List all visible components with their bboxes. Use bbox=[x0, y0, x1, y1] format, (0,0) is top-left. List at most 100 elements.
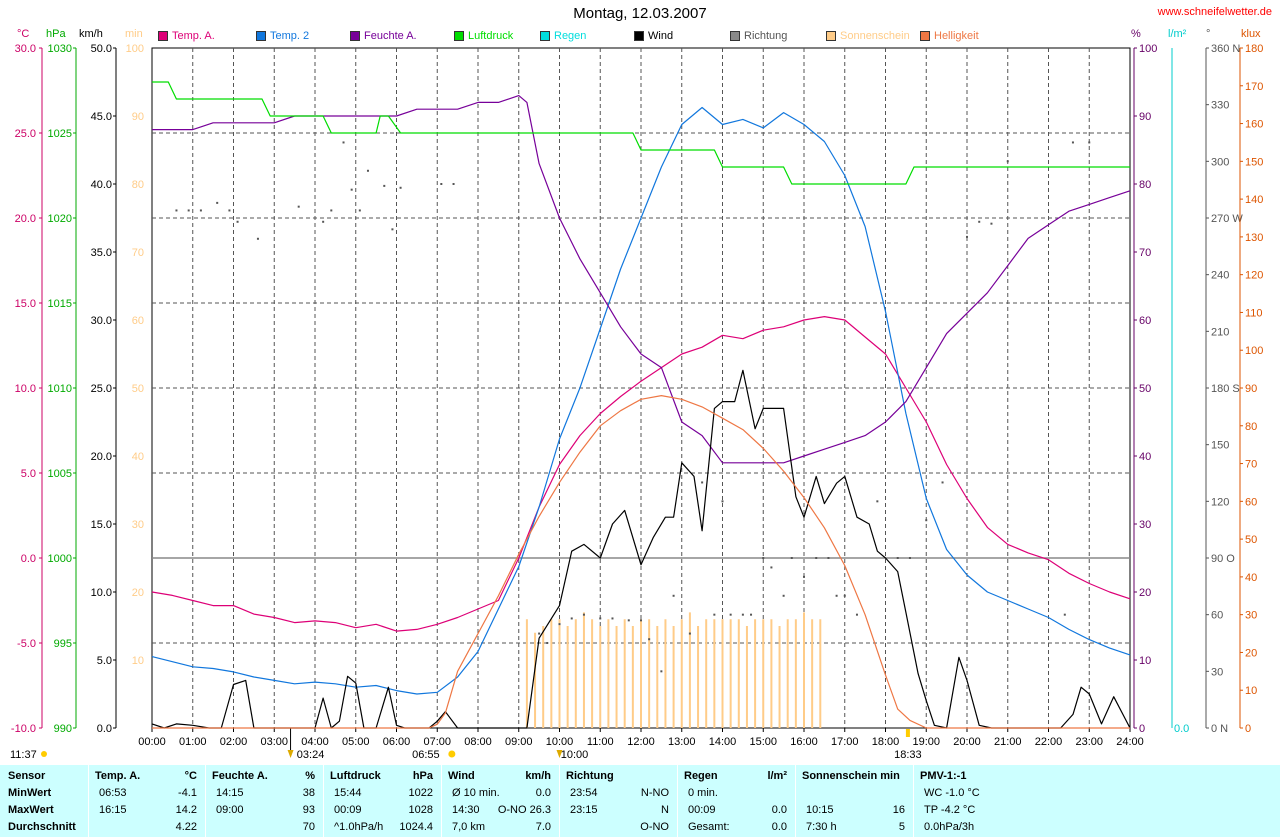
chart-legend: Temp. A. Temp. 2 Feuchte A. Luftdruck Regen W… bbox=[158, 30, 1148, 44]
light-axis-tick-label: 40 bbox=[1245, 572, 1257, 584]
footer-cell-value: 0.0 bbox=[771, 821, 787, 833]
x-tick-label: 05:00 bbox=[342, 736, 370, 748]
legend-item: Richtung bbox=[730, 30, 787, 42]
direction-point bbox=[741, 613, 744, 616]
footer-cell: Gesamt: bbox=[688, 821, 730, 833]
light-axis-tick-label: 110 bbox=[1245, 307, 1263, 319]
direction-axis-tick-label: 90 O bbox=[1211, 553, 1235, 565]
direction-point bbox=[216, 201, 219, 204]
direction-point bbox=[827, 557, 830, 559]
footer-cell-value: N-NO bbox=[640, 787, 669, 799]
direction-point bbox=[391, 228, 394, 231]
direction-point bbox=[770, 566, 773, 569]
moon-icon bbox=[556, 750, 563, 758]
footer-cell-value: O-NO bbox=[640, 821, 669, 833]
direction-point bbox=[672, 594, 675, 597]
humidity-axis-tick-label: 60 bbox=[1139, 315, 1151, 327]
pressure-axis-tick-label: 1020 bbox=[48, 213, 72, 225]
sun-axis-tick-label: 60 bbox=[132, 315, 144, 327]
footer-cell: 23:15 bbox=[570, 804, 598, 816]
wind-axis-tick-label: 25.0 bbox=[91, 383, 112, 395]
light-axis-tick-label: 140 bbox=[1245, 194, 1263, 206]
footer-header-unit: l/m² bbox=[767, 770, 787, 782]
direction-point bbox=[440, 183, 443, 185]
legend-item: Feuchte A. bbox=[350, 30, 417, 42]
footer-header: PMV-1:-1 bbox=[920, 770, 967, 782]
x-tick-label: 15:00 bbox=[749, 736, 777, 748]
sun-axis-tick-label: 20 bbox=[132, 587, 144, 599]
direction-point bbox=[750, 613, 753, 616]
footer-divider bbox=[559, 765, 560, 837]
footer-header: Sonnenschein min bbox=[802, 770, 900, 782]
wind-axis-tick-label: 15.0 bbox=[91, 519, 112, 531]
footer-divider bbox=[913, 765, 914, 837]
footer-cell: ^1.0hPa/h bbox=[334, 821, 384, 833]
footer-column: Sonnenschein min 10:15 16 7:30 h 5 bbox=[795, 765, 913, 837]
footer-header: Richtung bbox=[566, 770, 614, 782]
legend-item: Luftdruck bbox=[454, 30, 513, 42]
x-tick-label: 22:00 bbox=[1035, 736, 1063, 748]
footer-cell-value: 1022 bbox=[408, 787, 433, 799]
rain-unit-label: l/m² bbox=[1168, 28, 1187, 40]
direction-point bbox=[701, 481, 704, 484]
humidity-axis-tick-label: 90 bbox=[1139, 111, 1151, 123]
series-line-luftdruck bbox=[152, 81, 1130, 185]
x-tick-label: 19:00 bbox=[912, 736, 940, 748]
legend-swatch bbox=[540, 31, 550, 41]
light-axis-tick-label: 60 bbox=[1245, 496, 1257, 508]
humidity-unit-label: % bbox=[1131, 28, 1141, 40]
direction-axis-tick-label: 60 bbox=[1211, 610, 1223, 622]
legend-label: Temp. A. bbox=[172, 30, 215, 42]
legend-label: Helligkeit bbox=[934, 30, 979, 42]
light-axis-tick-label: 10 bbox=[1245, 685, 1257, 697]
temp-axis-tick-label: 15.0 bbox=[15, 298, 36, 310]
sun-axis-tick-label: 30 bbox=[132, 519, 144, 531]
sun-axis-tick-label: 70 bbox=[132, 247, 144, 259]
light-axis-tick-label: 150 bbox=[1245, 156, 1263, 168]
direction-axis-tick-label: 240 bbox=[1211, 270, 1229, 282]
direction-point bbox=[322, 220, 325, 223]
footer-column: Luftdruck hPa 15:44 1022 00:09 1028 ^1.0hPa/h 1… bbox=[323, 765, 441, 837]
humidity-axis-tick-label: 50 bbox=[1139, 383, 1151, 395]
footer-column: Temp. A. °C 06:53 -4.1 16:15 14.2 4.22 bbox=[88, 765, 205, 837]
direction-point bbox=[660, 670, 663, 673]
footer-column: Sensor MinWert MaxWert Durchschnitt bbox=[0, 765, 88, 837]
sun-axis-tick-label: 40 bbox=[132, 451, 144, 463]
x-tick-label: 23:00 bbox=[1075, 736, 1103, 748]
x-tick-label: 18:00 bbox=[872, 736, 900, 748]
statistics-footer: Sensor MinWert MaxWert Durchschnitt Temp. A.… bbox=[0, 765, 1280, 837]
footer-cell-value: 5 bbox=[898, 821, 905, 833]
direction-axis-tick-label: 360 N bbox=[1211, 43, 1240, 55]
footer-cell: 00:09 bbox=[334, 804, 362, 816]
chart-title: Montag, 12.03.2007 bbox=[573, 5, 707, 22]
humidity-axis-tick-label: 40 bbox=[1139, 451, 1151, 463]
direction-point bbox=[1088, 141, 1091, 144]
direction-point bbox=[803, 575, 805, 578]
footer-cell: 0.0hPa/3h bbox=[924, 821, 975, 833]
x-tick-label: 13:00 bbox=[668, 736, 696, 748]
pressure-axis-tick-label: 1010 bbox=[48, 383, 72, 395]
light-axis-tick-label: 180 bbox=[1245, 43, 1263, 55]
footer-cell-value: 0.0 bbox=[535, 787, 551, 799]
moon-time-label: 10:00 bbox=[561, 749, 589, 761]
humidity-axis-tick-label: 100 bbox=[1139, 43, 1157, 55]
footer-cell: MaxWert bbox=[8, 804, 54, 816]
wind-axis-tick-label: 5.0 bbox=[97, 655, 112, 667]
light-axis-tick-label: 90 bbox=[1245, 383, 1257, 395]
direction-point bbox=[908, 557, 911, 559]
footer-header-unit: hPa bbox=[412, 770, 433, 782]
wind-axis-tick-label: 30.0 bbox=[91, 315, 112, 327]
legend-item: Temp. A. bbox=[158, 30, 215, 42]
x-tick-label: 03:00 bbox=[260, 736, 288, 748]
pressure-axis-tick-label: 995 bbox=[54, 638, 72, 650]
legend-item: Wind bbox=[634, 30, 673, 42]
wind-axis-tick-label: 40.0 bbox=[91, 179, 112, 191]
legend-swatch bbox=[256, 31, 266, 41]
direction-point bbox=[582, 613, 585, 616]
light-axis-tick-label: 30 bbox=[1245, 610, 1257, 622]
temp-axis-tick-label: 25.0 bbox=[15, 128, 36, 140]
site-link[interactable]: www.schneifelwetter.de bbox=[1157, 6, 1272, 18]
pressure-axis-tick-label: 1025 bbox=[48, 128, 72, 140]
legend-label: Wind bbox=[648, 30, 674, 42]
footer-cell: 0 min. bbox=[688, 787, 718, 799]
